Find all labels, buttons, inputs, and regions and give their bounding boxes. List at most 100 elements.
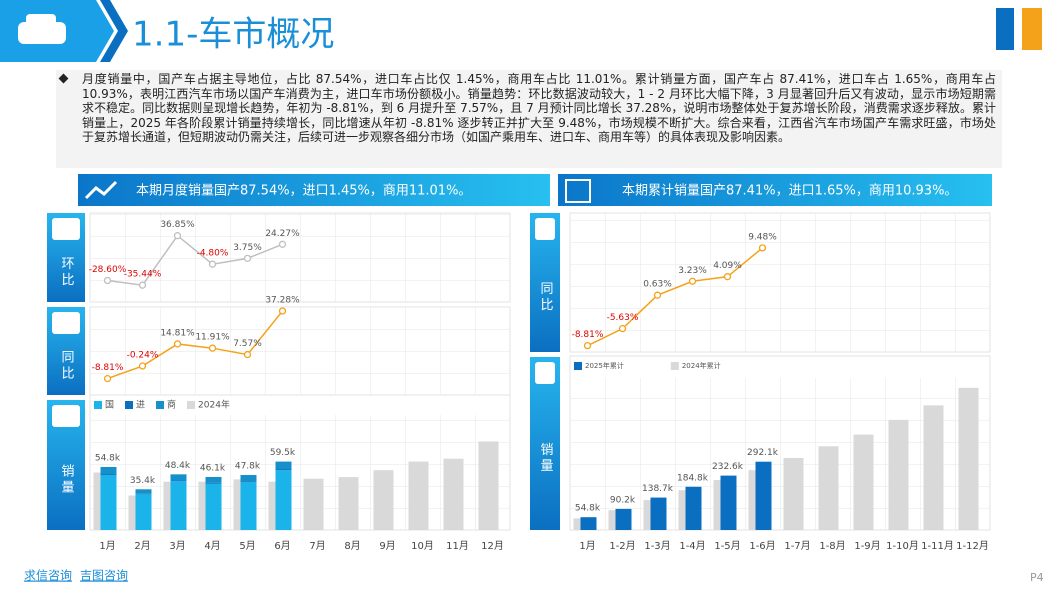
legend-label: 商 bbox=[167, 399, 176, 411]
point bbox=[138, 362, 147, 370]
grid bbox=[570, 213, 990, 352]
point bbox=[688, 277, 697, 285]
line bbox=[587, 247, 763, 347]
x-tick-label: 1-3月 bbox=[644, 540, 670, 552]
x-tick-label: 5月 bbox=[239, 540, 255, 552]
data-label: 7.57% bbox=[233, 339, 262, 349]
x-tick-label: 1-10月 bbox=[886, 540, 919, 552]
total-label: 35.4k bbox=[130, 476, 156, 486]
bar-2024 bbox=[373, 470, 394, 530]
bar bbox=[240, 481, 257, 482]
legend-label: 2024年累计 bbox=[682, 361, 721, 370]
side-label: 环比 bbox=[59, 257, 75, 289]
bar bbox=[615, 508, 632, 530]
bar bbox=[205, 482, 222, 484]
bar bbox=[755, 461, 772, 530]
data-label: 90.2k bbox=[610, 495, 636, 505]
x-tick-label: 1-6月 bbox=[749, 540, 775, 552]
bar bbox=[170, 481, 187, 530]
bar bbox=[275, 469, 292, 471]
grid bbox=[90, 213, 510, 302]
data-label: 36.85% bbox=[160, 220, 195, 230]
x-tick-label: 3月 bbox=[169, 540, 185, 552]
point bbox=[208, 260, 217, 268]
bar-2024 bbox=[408, 461, 429, 530]
banner-text: 本期累计销量国产87.41%，进口1.65%，商用10.93%。 bbox=[622, 184, 957, 199]
line bbox=[107, 234, 283, 286]
bar bbox=[100, 474, 117, 530]
point bbox=[618, 324, 627, 333]
line bbox=[107, 310, 284, 380]
banner-icon bbox=[565, 179, 591, 203]
footer-link[interactable]: 求信咨询 bbox=[24, 568, 72, 583]
bar bbox=[205, 476, 222, 483]
point bbox=[583, 341, 592, 350]
data-label: -28.60% bbox=[89, 265, 127, 275]
x-tick-label: 1-11月 bbox=[921, 540, 954, 552]
legend-swatch bbox=[94, 401, 102, 409]
data-label: -4.80% bbox=[197, 249, 229, 259]
x-tick-label: 1-5月 bbox=[714, 540, 740, 552]
total-label: 59.5k bbox=[270, 448, 296, 458]
legend-label: 进 bbox=[136, 400, 145, 411]
data-label: -35.44% bbox=[124, 270, 162, 280]
x-tick-label: 7月 bbox=[309, 540, 325, 552]
data-label: 0.63% bbox=[643, 280, 672, 290]
logo bbox=[996, 8, 1014, 50]
header-chevron bbox=[100, 0, 128, 62]
legend-swatch bbox=[670, 362, 679, 370]
point bbox=[653, 291, 662, 299]
grid bbox=[90, 415, 510, 530]
bar-2024 bbox=[338, 477, 359, 530]
point bbox=[173, 232, 182, 240]
x-tick-label: 1月 bbox=[99, 540, 115, 552]
data-label: 184.8k bbox=[677, 473, 709, 483]
point bbox=[103, 374, 112, 383]
legend-label: 2025年累计 bbox=[585, 361, 624, 370]
banner bbox=[78, 174, 550, 206]
legend-label: 2024年 bbox=[198, 399, 230, 411]
x-tick-label: 1-12月 bbox=[956, 540, 989, 552]
x-tick-label: 9月 bbox=[379, 540, 395, 552]
bar-2024 bbox=[958, 387, 979, 530]
bar bbox=[170, 480, 187, 482]
bar bbox=[275, 461, 292, 470]
side-label: 同比 bbox=[538, 282, 553, 314]
legend-label: 国 bbox=[105, 400, 114, 411]
x-tick-label: 6月 bbox=[274, 540, 290, 552]
summary-box: 月度销量中，国产车占据主导地位，占比 87.54%，进口车占比仅 1.45%，商… bbox=[56, 70, 1002, 168]
x-tick-label: 8月 bbox=[344, 540, 360, 552]
total-label: 54.8k bbox=[95, 453, 121, 463]
bar-2024 bbox=[478, 441, 499, 530]
bar-2024 bbox=[888, 419, 909, 530]
x-tick-label: 1-4月 bbox=[679, 540, 705, 552]
side-label: 销量 bbox=[538, 443, 554, 475]
point bbox=[758, 244, 767, 252]
footer-link[interactable]: 吉图咨询 bbox=[80, 568, 128, 583]
banner-icon bbox=[84, 180, 118, 200]
data-label: -8.81% bbox=[92, 363, 124, 373]
point bbox=[278, 240, 287, 248]
grid bbox=[90, 307, 510, 395]
side-label: 销量 bbox=[59, 464, 75, 496]
side-label-box bbox=[530, 357, 560, 530]
bar-2024 bbox=[923, 405, 944, 530]
side-icon bbox=[535, 362, 555, 384]
point bbox=[173, 340, 182, 348]
side-icon bbox=[52, 218, 80, 240]
x-tick-label: 4月 bbox=[204, 540, 220, 552]
legend-swatch bbox=[156, 401, 165, 409]
bar bbox=[580, 517, 597, 530]
data-label: 11.91% bbox=[195, 333, 230, 343]
x-tick-label: 10月 bbox=[411, 540, 434, 552]
x-tick-label: 11月 bbox=[446, 540, 469, 552]
bar-2024 bbox=[443, 458, 464, 530]
bar-2024 bbox=[818, 446, 839, 530]
point bbox=[278, 307, 287, 315]
banner bbox=[558, 174, 992, 206]
bar-2024 bbox=[853, 434, 874, 530]
x-tick-label: 12月 bbox=[481, 540, 504, 552]
grid bbox=[570, 378, 990, 530]
